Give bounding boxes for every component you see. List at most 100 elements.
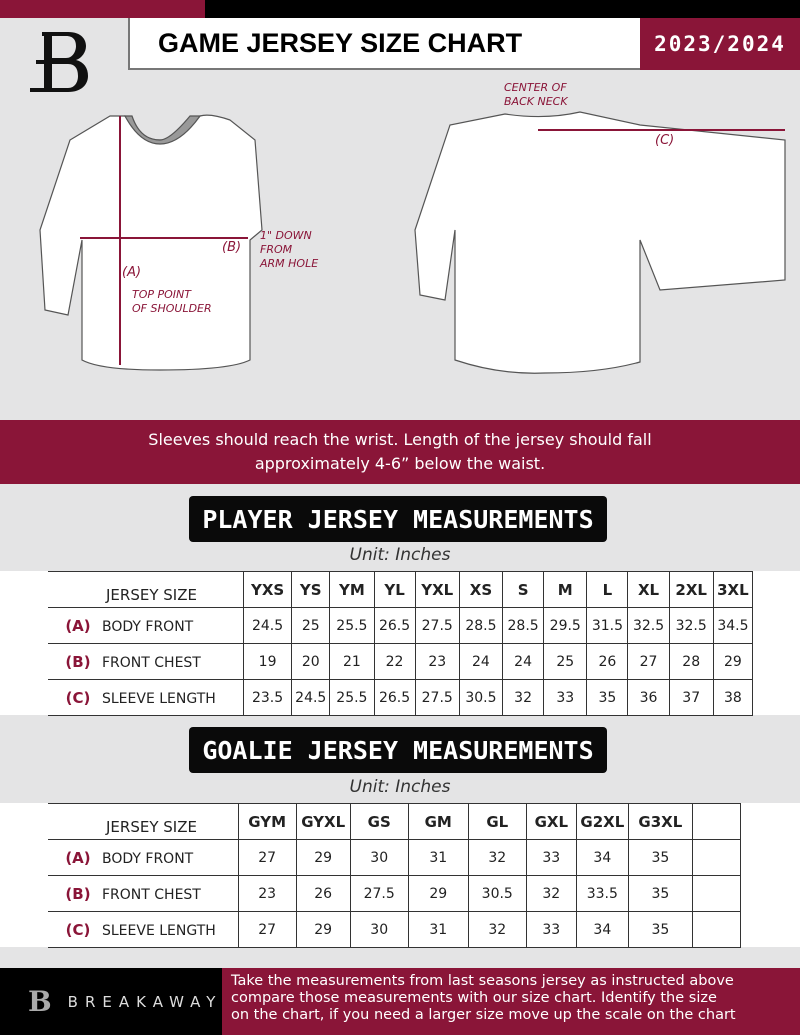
table-cell: 31: [407, 839, 469, 876]
table-cell: 30.5: [467, 875, 527, 912]
table-cell: 38: [712, 679, 754, 716]
table-cell: 37: [668, 679, 714, 716]
goalie-unit: Unit: Inches: [349, 777, 451, 797]
table-cell: 32: [467, 911, 527, 948]
table-cell: 34.5: [712, 607, 754, 644]
table-cell: 35: [627, 839, 693, 876]
table-cell: 27.5: [414, 679, 460, 716]
table-cell: 31: [407, 911, 469, 948]
size-header: YXS: [242, 571, 293, 608]
table-cell: 23.5: [242, 679, 293, 716]
table-cell: 25.5: [329, 607, 375, 644]
table-cell: 24.5: [242, 607, 293, 644]
table-cell: 26.5: [373, 607, 416, 644]
header-row: JERSEY SIZE YXS YS YM YL YXL XS S M L XL 2XL 3XL: [48, 571, 754, 608]
jersey-diagram: [39, 111, 786, 374]
size-header: GXL: [525, 803, 577, 840]
table-cell: 31.5: [586, 607, 629, 644]
table-cell: 26.5: [373, 679, 416, 716]
season-badge: 2023/2024: [640, 18, 800, 70]
table-cell: 30: [349, 839, 409, 876]
table-cell: 30: [349, 911, 409, 948]
row-name: FRONT CHEST: [102, 886, 201, 903]
row-label: (C) SLEEVE LENGTH: [48, 679, 244, 716]
table-cell: 23: [237, 875, 297, 912]
table-cell: 35: [586, 679, 629, 716]
size-header: G2XL: [575, 803, 629, 840]
table-cell: 33.5: [575, 875, 629, 912]
row-key: (B): [65, 884, 91, 903]
table-cell: 29.5: [543, 607, 588, 644]
footer-brand: B BREAKAWAY: [0, 968, 222, 1035]
table-cell: 26: [295, 875, 351, 912]
goalie-size-table: JERSEY SIZE GYM GYXL GS GM GL GXL G2XL G3XL (A) BO…: [48, 803, 742, 948]
table-cell: 19: [242, 643, 293, 680]
table-cell: 35: [627, 911, 693, 948]
header-row: JERSEY SIZE GYM GYXL GS GM GL GXL G2XL G3XL: [48, 803, 742, 840]
table-cell: 22: [373, 643, 416, 680]
size-header: YL: [373, 571, 416, 608]
table-cell: 32: [525, 875, 577, 912]
table-cell: 25: [291, 607, 331, 644]
top-black-bar: [205, 0, 800, 18]
size-header: [691, 803, 742, 840]
size-header: S: [502, 571, 545, 608]
table-cell: 29: [407, 875, 469, 912]
row-key: (C): [65, 688, 91, 707]
size-header: XS: [458, 571, 504, 608]
player-section-title: PLAYER JERSEY MEASUREMENTS: [189, 496, 607, 542]
row-label: (B) FRONT CHEST: [48, 643, 244, 680]
table-cell: 27.5: [414, 607, 460, 644]
table-cell: 28.5: [458, 607, 504, 644]
table-cell: 30.5: [458, 679, 504, 716]
size-header: GM: [407, 803, 469, 840]
table-cell: 25: [543, 643, 588, 680]
table-cell: 33: [543, 679, 588, 716]
table-cell: 27.5: [349, 875, 409, 912]
row-name: BODY FRONT: [102, 618, 194, 635]
size-header: 2XL: [668, 571, 714, 608]
row-label: (A) BODY FRONT: [48, 839, 239, 876]
table-row: (A) BODY FRONT 24.5 25 25.5 26.5 27.5 28.5 28.5 2…: [48, 607, 754, 644]
size-header: GYM: [237, 803, 297, 840]
player-size-table: JERSEY SIZE YXS YS YM YL YXL XS S M L XL 2XL 3XL (A) B…: [48, 571, 754, 716]
table-row: (C) SLEEVE LENGTH 27 29 30 31 32 33 34 35: [48, 911, 742, 948]
table-cell: 28: [668, 643, 714, 680]
table-cell: 33: [525, 911, 577, 948]
row-key: (A): [65, 616, 91, 635]
table-cell: 27: [237, 839, 297, 876]
size-header: GYXL: [295, 803, 351, 840]
table-cell: 24.5: [291, 679, 331, 716]
table-cell: 36: [627, 679, 670, 716]
table-cell: 29: [712, 643, 754, 680]
size-header: M: [543, 571, 588, 608]
size-label: JERSEY SIZE: [48, 803, 239, 840]
row-label: (B) FRONT CHEST: [48, 875, 239, 912]
breakaway-logo-icon: [30, 32, 88, 92]
table-row: (C) SLEEVE LENGTH 23.5 24.5 25.5 26.5 27.5 30.5…: [48, 679, 754, 716]
table-cell: 24: [502, 643, 545, 680]
table-cell: 35: [627, 875, 693, 912]
row-label: (C) SLEEVE LENGTH: [48, 911, 239, 948]
table-cell: 33: [525, 839, 577, 876]
back-jersey: [414, 111, 786, 374]
row-key: (A): [65, 848, 91, 867]
table-cell: 28.5: [502, 607, 545, 644]
row-name: SLEEVE LENGTH: [102, 690, 216, 707]
size-header: GL: [467, 803, 527, 840]
size-header: G3XL: [627, 803, 693, 840]
size-label: JERSEY SIZE: [48, 571, 244, 608]
size-header: YM: [329, 571, 375, 608]
table-cell: 27: [627, 643, 670, 680]
table-cell: 21: [329, 643, 375, 680]
label-b: (B): [222, 240, 242, 255]
table-row: (A) BODY FRONT 27 29 30 31 32 33 34 35: [48, 839, 742, 876]
page-title: GAME JERSEY SIZE CHART: [128, 18, 640, 70]
footer-instructions: Take the measurements from last seasons …: [222, 968, 800, 1035]
table-cell: 32.5: [668, 607, 714, 644]
back-neck-note: CENTER OF BACK NECK: [504, 81, 568, 108]
size-header: 3XL: [712, 571, 754, 608]
table-cell: 32: [467, 839, 527, 876]
size-header: YXL: [414, 571, 460, 608]
size-header: XL: [627, 571, 670, 608]
